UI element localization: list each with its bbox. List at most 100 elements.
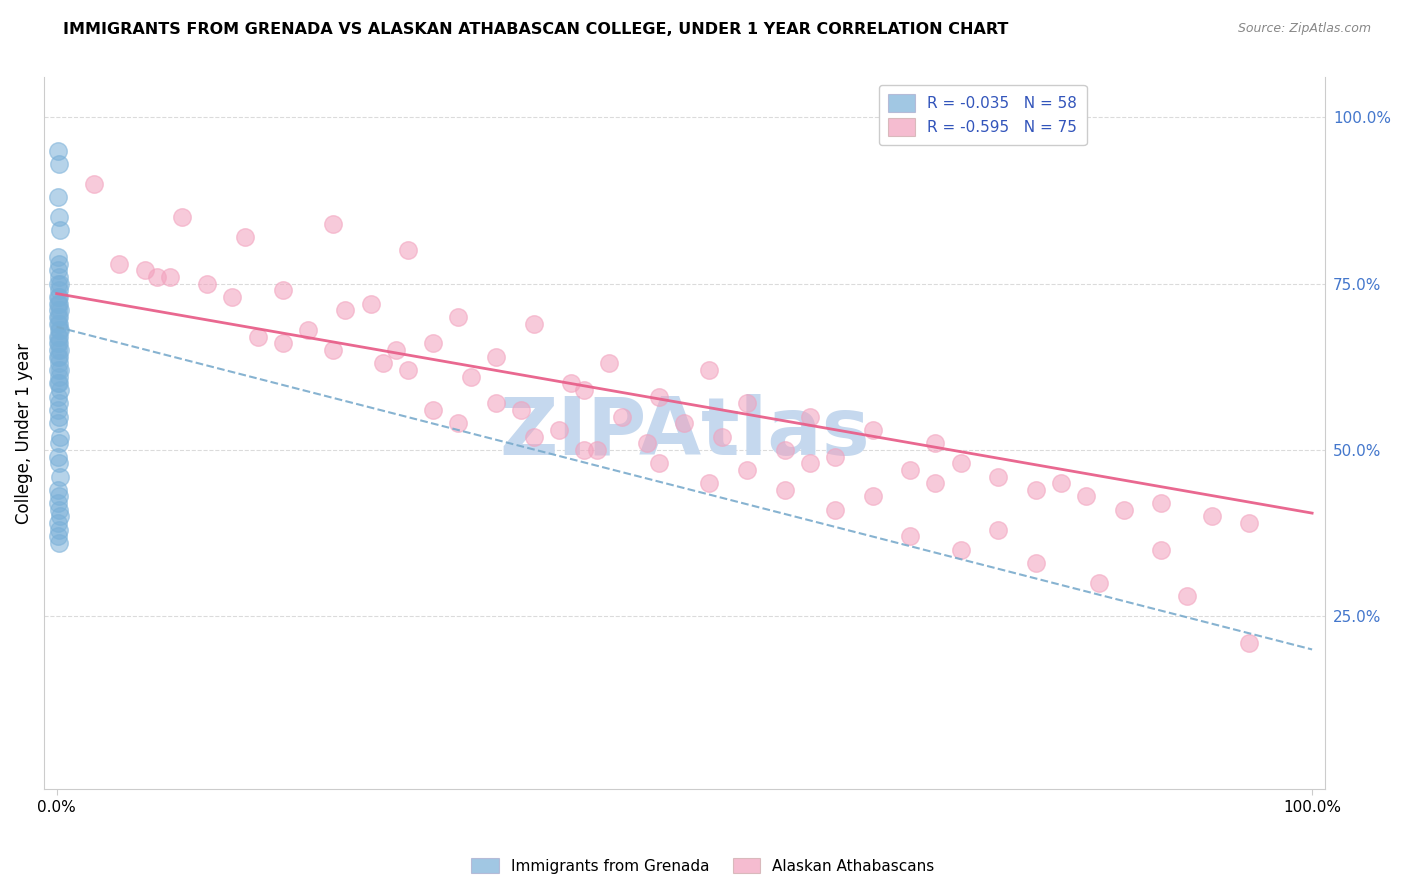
Point — [987, 469, 1010, 483]
Point — [48, 436, 70, 450]
Point — [422, 336, 444, 351]
Point — [46, 450, 69, 464]
Point — [898, 529, 921, 543]
Point — [233, 230, 256, 244]
Point — [572, 442, 595, 457]
Legend: R = -0.035   N = 58, R = -0.595   N = 75: R = -0.035 N = 58, R = -0.595 N = 75 — [879, 85, 1087, 145]
Point — [862, 490, 884, 504]
Point — [46, 496, 69, 510]
Point — [46, 529, 69, 543]
Point — [49, 383, 72, 397]
Text: Source: ZipAtlas.com: Source: ZipAtlas.com — [1237, 22, 1371, 36]
Point — [108, 257, 131, 271]
Point — [46, 403, 69, 417]
Legend: Immigrants from Grenada, Alaskan Athabascans: Immigrants from Grenada, Alaskan Athabas… — [465, 852, 941, 880]
Point — [48, 503, 70, 517]
Point — [371, 356, 394, 370]
Point — [48, 330, 70, 344]
Point — [134, 263, 156, 277]
Point — [1150, 542, 1173, 557]
Point — [49, 363, 72, 377]
Point — [49, 277, 72, 291]
Point — [396, 363, 419, 377]
Point — [1050, 476, 1073, 491]
Point — [46, 296, 69, 310]
Point — [335, 303, 357, 318]
Point — [48, 490, 70, 504]
Point — [48, 356, 70, 370]
Point — [46, 516, 69, 530]
Point — [735, 396, 758, 410]
Text: IMMIGRANTS FROM GRENADA VS ALASKAN ATHABASCAN COLLEGE, UNDER 1 YEAR CORRELATION : IMMIGRANTS FROM GRENADA VS ALASKAN ATHAB… — [63, 22, 1008, 37]
Point — [1150, 496, 1173, 510]
Point — [673, 417, 696, 431]
Point — [46, 417, 69, 431]
Point — [711, 429, 734, 443]
Point — [547, 423, 569, 437]
Point — [83, 177, 105, 191]
Point — [271, 336, 294, 351]
Point — [1239, 636, 1261, 650]
Point — [799, 409, 821, 424]
Point — [46, 343, 69, 358]
Point — [949, 542, 972, 557]
Point — [48, 257, 70, 271]
Point — [46, 483, 69, 497]
Y-axis label: College, Under 1 year: College, Under 1 year — [15, 343, 32, 524]
Point — [598, 356, 620, 370]
Point — [46, 303, 69, 318]
Point — [49, 323, 72, 337]
Point — [48, 210, 70, 224]
Point — [523, 429, 546, 443]
Point — [735, 463, 758, 477]
Point — [924, 436, 946, 450]
Point — [773, 483, 796, 497]
Point — [360, 296, 382, 310]
Point — [46, 263, 69, 277]
Point — [195, 277, 218, 291]
Point — [46, 317, 69, 331]
Point — [396, 244, 419, 258]
Point — [48, 350, 70, 364]
Point — [46, 277, 69, 291]
Point — [46, 363, 69, 377]
Point — [46, 250, 69, 264]
Point — [46, 350, 69, 364]
Point — [297, 323, 319, 337]
Point — [824, 450, 846, 464]
Point — [799, 456, 821, 470]
Point — [159, 270, 181, 285]
Point — [322, 343, 344, 358]
Point — [1201, 509, 1223, 524]
Point — [523, 317, 546, 331]
Point — [447, 310, 470, 324]
Point — [1074, 490, 1097, 504]
Point — [48, 376, 70, 391]
Point — [271, 283, 294, 297]
Point — [46, 330, 69, 344]
Point — [384, 343, 406, 358]
Point — [862, 423, 884, 437]
Point — [46, 310, 69, 324]
Point — [1175, 589, 1198, 603]
Point — [924, 476, 946, 491]
Point — [49, 303, 72, 318]
Point — [46, 390, 69, 404]
Point — [485, 396, 508, 410]
Point — [172, 210, 194, 224]
Point — [246, 330, 269, 344]
Point — [585, 442, 607, 457]
Point — [46, 144, 69, 158]
Point — [699, 476, 721, 491]
Point — [648, 456, 671, 470]
Point — [48, 409, 70, 424]
Point — [48, 310, 70, 324]
Point — [46, 376, 69, 391]
Point — [48, 270, 70, 285]
Point — [49, 343, 72, 358]
Point — [1239, 516, 1261, 530]
Point — [773, 442, 796, 457]
Point — [221, 290, 243, 304]
Point — [322, 217, 344, 231]
Point — [48, 369, 70, 384]
